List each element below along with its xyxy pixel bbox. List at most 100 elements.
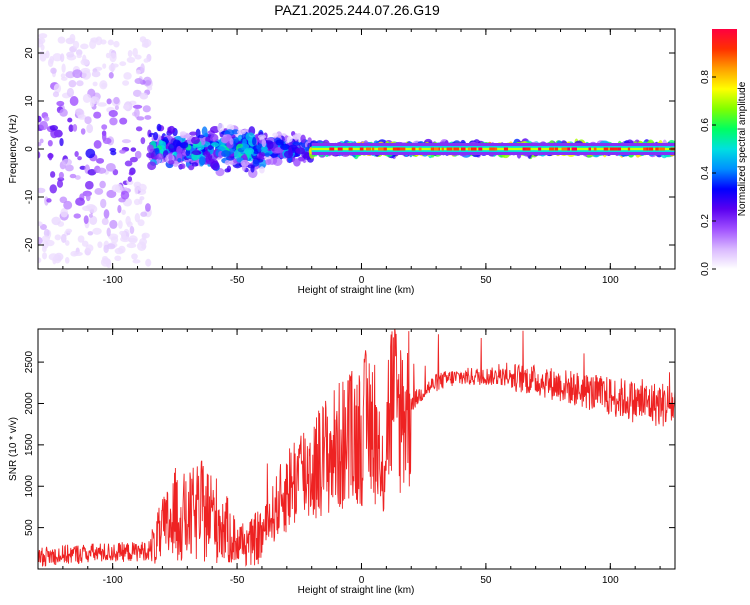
- spectrogram-cell: [221, 150, 231, 158]
- spectrogram-cell: [66, 51, 75, 58]
- spectrogram-cell: [58, 171, 64, 179]
- spectrogram-cell: [89, 98, 95, 108]
- spectrogram-cell: [106, 189, 117, 199]
- spectrogram-peak: [399, 147, 406, 151]
- spectrogram-cell: [191, 136, 200, 145]
- spectrogram-cell: [257, 134, 266, 140]
- snr-series-line: [38, 329, 675, 568]
- spectrogram-cell: [207, 145, 214, 150]
- spectrogram-cell: [60, 73, 66, 79]
- chart-title: PAZ1.2025.244.07.26.G19: [274, 2, 440, 18]
- spectrogram-cell: [85, 148, 96, 159]
- spectrogram-peak: [392, 147, 398, 151]
- spectrogram-cell: [210, 133, 219, 142]
- spectrogram-cell: [68, 80, 77, 88]
- spectrogram-cell: [108, 109, 118, 118]
- spectrogram-cell: [38, 257, 42, 264]
- spectrogram-cell: [141, 244, 147, 250]
- spectrogram-cell: [47, 139, 53, 147]
- spectrogram-cell: [145, 258, 152, 267]
- spectrogram-cell: [77, 114, 87, 120]
- spectrogram-cell: [84, 180, 94, 190]
- spectrogram-xtick-label: 50: [480, 275, 492, 286]
- spectrogram-cell: [72, 69, 83, 79]
- spectrogram-cell: [75, 49, 83, 56]
- spectrogram-cell: [132, 47, 138, 57]
- spectrogram-cell: [135, 126, 143, 132]
- spectrogram-cell: [121, 139, 131, 144]
- spectrogram-cell: [119, 117, 128, 125]
- snr-ytick-label: 1000: [24, 475, 35, 498]
- spectrogram-cell: [43, 228, 50, 238]
- spectrogram-cell: [102, 137, 112, 145]
- spectrogram-cell: [87, 169, 97, 176]
- spectrogram-cell: [129, 226, 135, 235]
- spectrogram-cell: [158, 139, 163, 145]
- spectrogram-cell: [123, 72, 132, 80]
- spectrogram-cell: [53, 83, 62, 94]
- spectrogram-cell: [117, 205, 122, 214]
- spectrogram-cell: [110, 236, 119, 244]
- spectrogram-peak: [617, 147, 622, 151]
- spectrogram-cell: [125, 215, 131, 226]
- snr-xtick-label: 0: [359, 575, 365, 586]
- spectrogram-peak: [489, 147, 495, 151]
- spectrogram-peak: [433, 147, 439, 151]
- spectrogram-cell: [94, 187, 104, 195]
- spectrogram-cell: [93, 140, 102, 149]
- spectrogram-cell: [259, 166, 265, 174]
- snr-xtick-label: -50: [230, 575, 245, 586]
- spectrogram-cell: [54, 234, 62, 241]
- spectrogram-cell: [101, 83, 107, 88]
- spectrogram-cell: [248, 168, 258, 179]
- spectrogram-cell: [197, 144, 205, 150]
- spectrogram-cell: [252, 159, 260, 167]
- spectrogram-peak: [441, 147, 444, 151]
- spectrogram-cell: [48, 253, 59, 261]
- spectrogram-cell: [266, 141, 274, 150]
- spectrogram-cell: [132, 89, 142, 97]
- spectrogram-cell: [260, 146, 269, 151]
- spectrogram-cell: [261, 139, 267, 148]
- spectrogram-cell: [139, 196, 145, 201]
- spectrogram-cell: [76, 54, 82, 59]
- spectrogram-cell: [105, 162, 116, 172]
- spectrogram-cell: [50, 171, 56, 178]
- spectrogram-xtick-label: 100: [602, 275, 619, 286]
- spectrogram-cell: [64, 257, 70, 264]
- spectrogram-cell: [242, 138, 247, 148]
- spectrogram-cell: [61, 63, 66, 73]
- spectrogram-cell: [301, 151, 310, 159]
- spectrogram-cell: [56, 100, 65, 107]
- spectrogram-cell: [41, 235, 51, 242]
- spectrogram-cell: [210, 142, 220, 148]
- spectrogram-peak: [337, 147, 343, 151]
- spectrogram-cell: [179, 141, 189, 149]
- spectrogram-cell: [72, 123, 78, 132]
- spectrogram-cell: [134, 212, 141, 223]
- spectrogram-peak: [609, 147, 614, 151]
- spectrogram-cell: [65, 164, 74, 172]
- spectrogram-cell: [96, 157, 105, 164]
- spectrogram-cell: [140, 137, 146, 145]
- spectrogram-cell: [100, 39, 107, 45]
- spectrogram-cell: [109, 117, 118, 126]
- spectrogram-cell: [178, 164, 184, 169]
- spectrogram-cell: [240, 159, 249, 167]
- spectrogram-peak: [593, 147, 597, 151]
- spectrogram-cell: [38, 142, 42, 147]
- spectrogram-cell: [43, 116, 50, 122]
- spectrogram-cell: [38, 151, 41, 159]
- spectrogram-cell: [204, 132, 209, 138]
- spectrogram-cell: [41, 245, 47, 253]
- spectrogram-cell: [56, 179, 64, 188]
- spectrogram-cell: [84, 116, 92, 125]
- spectrogram-cell: [60, 53, 65, 62]
- spectrogram-cell: [76, 80, 84, 87]
- snr-ytick-label: 2500: [24, 351, 35, 374]
- spectrogram-cell: [59, 137, 64, 147]
- snr-xtick-label: 50: [480, 575, 492, 586]
- colorbar: 0.0 0.2 0.4 0.6 0.8 Normalized spectral ampl…: [700, 29, 748, 276]
- spectrogram-cell: [80, 128, 86, 135]
- spectrogram-cell: [293, 158, 301, 167]
